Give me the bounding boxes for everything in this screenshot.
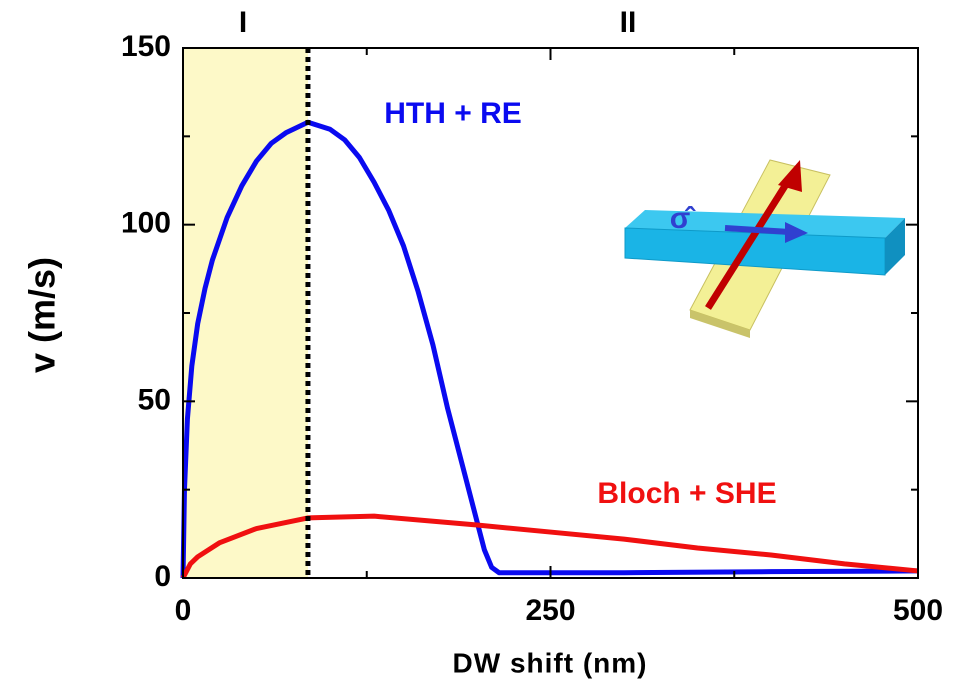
y-axis-label: v (m/s) bbox=[22, 257, 63, 373]
region-label: I bbox=[239, 6, 247, 39]
chart: v (m/s) DW shift (nm) σ̂0250500050100150… bbox=[0, 0, 958, 695]
x-tick-label: 250 bbox=[525, 594, 575, 627]
x-tick-label: 500 bbox=[893, 594, 943, 627]
y-tick-label: 50 bbox=[138, 383, 171, 416]
inset-blue-arrow bbox=[725, 228, 790, 232]
x-axis-label: DW shift (nm) bbox=[453, 647, 648, 678]
y-tick-label: 150 bbox=[121, 30, 171, 63]
y-tick-label: 0 bbox=[154, 560, 171, 593]
inset bbox=[625, 160, 905, 338]
x-tick-label: 0 bbox=[175, 594, 192, 627]
series-label: HTH + RE bbox=[384, 97, 522, 130]
region-label: II bbox=[620, 6, 637, 39]
y-tick-label: 100 bbox=[121, 207, 171, 240]
series-label: Bloch + SHE bbox=[597, 477, 776, 510]
